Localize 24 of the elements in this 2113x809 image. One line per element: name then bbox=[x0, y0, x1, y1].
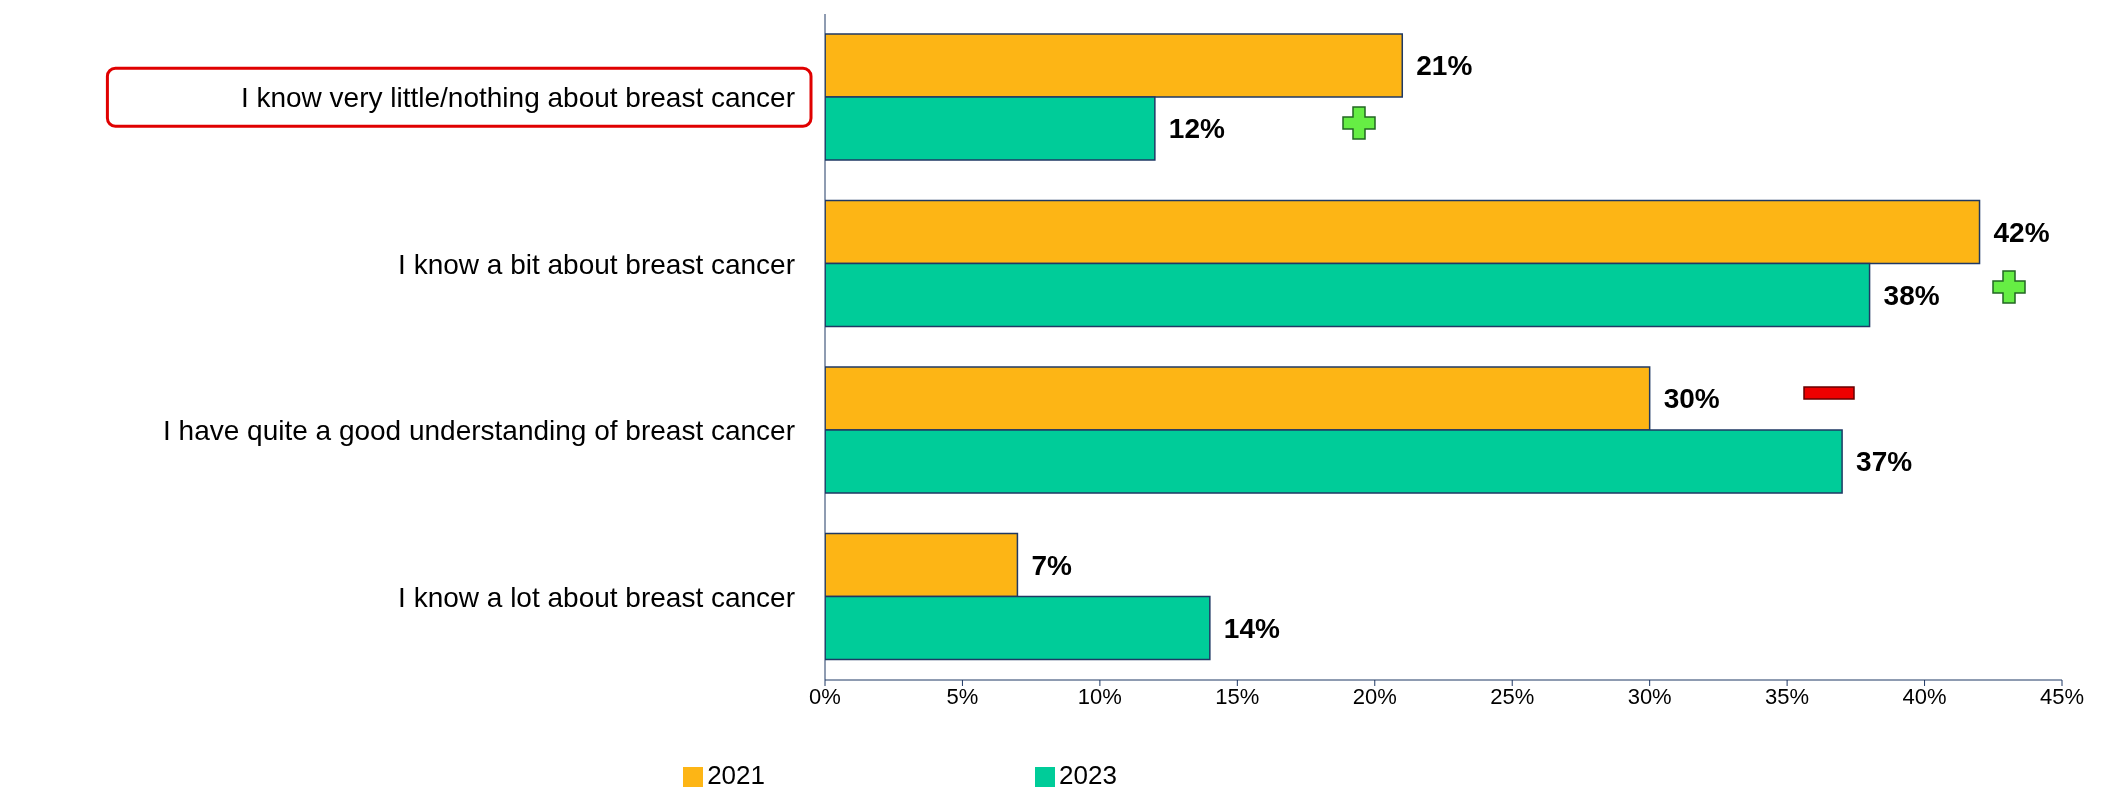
y-tick-label: I have quite a good understanding of breast cancer bbox=[163, 415, 795, 447]
data-label: 42% bbox=[1993, 216, 2050, 248]
y-tick-label: I know very little/nothing about breast cancer bbox=[240, 82, 795, 114]
y-tick-label: I know a lot about breast cancer bbox=[398, 581, 795, 613]
x-tick-label: 20% bbox=[1352, 683, 1397, 709]
x-tick-label: 0% bbox=[809, 683, 841, 709]
legend-label: 2023 bbox=[1059, 760, 1117, 790]
legend-label: 2021 bbox=[707, 760, 765, 790]
x-tick-label: 45% bbox=[2039, 683, 2085, 709]
y-tick-label: I know a bit about breast cancer bbox=[398, 248, 795, 280]
x-tick-label: 10% bbox=[1077, 683, 1122, 709]
data-label: 38% bbox=[1883, 279, 1940, 311]
data-label: 7% bbox=[1031, 549, 1072, 581]
x-tick-label: 15% bbox=[1215, 683, 1260, 709]
x-tick-label: 30% bbox=[1627, 683, 1672, 709]
data-label: 12% bbox=[1168, 113, 1226, 145]
data-label: 21% bbox=[1416, 50, 1473, 82]
data-label: 30% bbox=[1663, 383, 1720, 415]
x-tick-label: 5% bbox=[946, 683, 979, 709]
data-label: 37% bbox=[1856, 446, 1913, 478]
x-tick-label: 40% bbox=[1902, 683, 1947, 709]
x-tick-label: 35% bbox=[1765, 683, 1810, 709]
data-label: 14% bbox=[1223, 612, 1280, 644]
x-tick-label: 25% bbox=[1490, 683, 1535, 709]
